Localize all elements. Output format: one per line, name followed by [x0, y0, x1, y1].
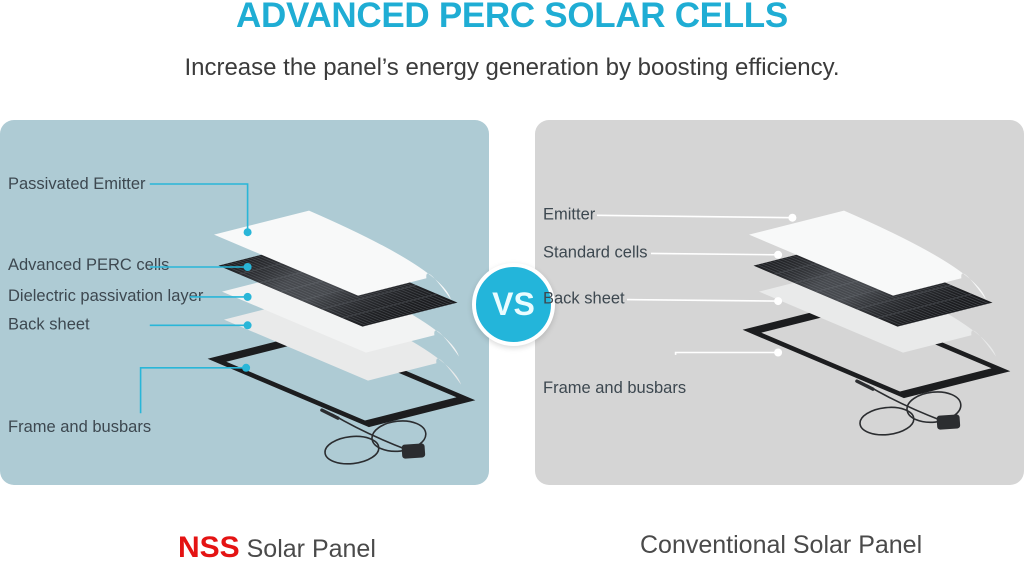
svg-text:Emitter: Emitter — [543, 205, 596, 223]
svg-text:Frame and busbars: Frame and busbars — [8, 418, 151, 436]
svg-text:Back sheet: Back sheet — [543, 290, 625, 308]
svg-text:Frame and busbars: Frame and busbars — [543, 379, 686, 397]
svg-text:Dielectric passivation layer: Dielectric passivation layer — [8, 287, 204, 305]
svg-text:Standard cells: Standard cells — [543, 243, 648, 261]
svg-text:Advanced PERC cells: Advanced PERC cells — [8, 256, 169, 274]
svg-text:Passivated Emitter: Passivated Emitter — [8, 175, 146, 193]
svg-text:Back sheet: Back sheet — [8, 315, 90, 333]
